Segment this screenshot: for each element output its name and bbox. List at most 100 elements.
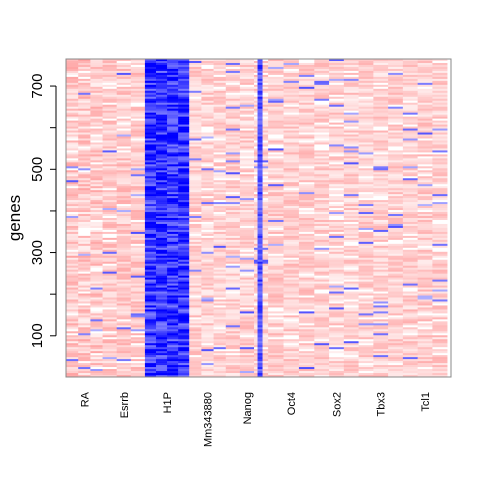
heatmap-cell bbox=[189, 373, 202, 376]
heatmap-cell bbox=[402, 317, 418, 320]
heatmap-cell bbox=[283, 174, 300, 177]
heatmap-cell bbox=[417, 144, 433, 147]
heatmap-cell bbox=[213, 361, 227, 364]
heatmap-cell bbox=[257, 345, 263, 348]
heatmap-cell bbox=[78, 96, 91, 100]
heatmap-cell bbox=[90, 289, 103, 292]
heatmap-cell bbox=[90, 104, 103, 107]
heatmap-cell bbox=[116, 216, 132, 219]
heatmap-cell bbox=[225, 355, 241, 358]
heatmap-cell bbox=[358, 206, 374, 209]
heatmap-cell bbox=[343, 363, 359, 366]
heatmap-cell bbox=[298, 216, 315, 219]
heatmap-cell bbox=[314, 172, 330, 175]
heatmap-cell bbox=[155, 321, 168, 324]
heatmap-cell bbox=[373, 345, 389, 348]
heatmap-cell bbox=[130, 106, 146, 109]
heatmap-cell bbox=[239, 301, 255, 304]
heatmap-cell bbox=[314, 108, 330, 111]
heatmap-cell bbox=[213, 210, 227, 213]
heatmap-cell bbox=[66, 289, 79, 292]
heatmap-cell bbox=[78, 321, 91, 324]
heatmap-cell bbox=[78, 196, 91, 199]
heatmap-cell bbox=[283, 263, 300, 266]
heatmap-cell bbox=[283, 198, 300, 201]
heatmap-cell bbox=[167, 279, 179, 282]
heatmap-cell bbox=[298, 221, 315, 225]
heatmap-cell bbox=[144, 311, 157, 314]
heatmap-cell bbox=[417, 227, 433, 231]
heatmap-cell bbox=[257, 104, 263, 107]
heatmap-cell bbox=[167, 152, 179, 155]
heatmap-cell bbox=[268, 287, 284, 290]
heatmap-cell bbox=[66, 257, 79, 261]
heatmap-cell bbox=[225, 180, 241, 183]
heatmap-cell bbox=[314, 146, 330, 149]
heatmap-cell bbox=[283, 243, 300, 247]
heatmap-cell bbox=[155, 333, 168, 336]
heatmap-cell bbox=[257, 70, 263, 74]
heatmap-cell bbox=[201, 178, 214, 181]
heatmap-cell bbox=[155, 100, 168, 104]
heatmap-cell bbox=[102, 315, 117, 318]
heatmap-cell bbox=[201, 88, 214, 92]
heatmap-cell bbox=[116, 112, 132, 115]
heatmap-cell bbox=[102, 150, 117, 153]
heatmap-cell bbox=[90, 287, 103, 290]
heatmap-cell bbox=[144, 202, 157, 205]
heatmap-cell bbox=[189, 307, 202, 310]
heatmap-cell bbox=[225, 235, 241, 239]
heatmap-cell bbox=[388, 241, 404, 245]
heatmap-cell bbox=[298, 343, 315, 346]
heatmap-cell bbox=[90, 62, 103, 66]
heatmap-cell bbox=[155, 60, 168, 64]
heatmap-cell bbox=[373, 60, 389, 64]
heatmap-cell bbox=[130, 126, 146, 129]
heatmap-cell bbox=[329, 291, 345, 294]
heatmap-cell bbox=[213, 204, 227, 207]
heatmap-cell bbox=[130, 305, 146, 308]
heatmap-cell bbox=[78, 180, 91, 183]
heatmap-cell bbox=[268, 78, 284, 82]
heatmap-cell bbox=[201, 305, 214, 308]
heatmap-cell bbox=[257, 90, 263, 94]
heatmap-cell bbox=[178, 285, 190, 288]
heatmap-cell bbox=[239, 335, 255, 338]
heatmap-cell bbox=[358, 287, 374, 290]
heatmap-cell bbox=[78, 245, 91, 249]
heatmap-cell bbox=[225, 144, 241, 147]
heatmap-cell bbox=[239, 196, 255, 199]
heatmap-cell bbox=[225, 269, 241, 272]
heatmap-cell bbox=[189, 337, 202, 340]
heatmap-cell bbox=[268, 321, 284, 324]
heatmap-cell bbox=[417, 269, 433, 272]
heatmap-cell bbox=[358, 100, 374, 104]
heatmap-cell bbox=[90, 241, 103, 245]
heatmap-cell bbox=[388, 365, 404, 368]
heatmap-cell bbox=[213, 144, 227, 147]
heatmap-cell bbox=[116, 235, 132, 239]
heatmap-cell bbox=[167, 319, 179, 322]
heatmap-cell bbox=[155, 78, 168, 82]
heatmap-cell bbox=[298, 273, 315, 276]
heatmap-cell bbox=[130, 80, 146, 84]
heatmap-cell bbox=[116, 212, 132, 215]
heatmap-cell bbox=[314, 126, 330, 129]
heatmap-cell bbox=[102, 241, 117, 245]
heatmap-cell bbox=[343, 196, 359, 199]
heatmap-cell bbox=[90, 138, 103, 141]
heatmap-cell bbox=[268, 146, 284, 149]
heatmap-cell bbox=[102, 365, 117, 368]
heatmap-cell bbox=[358, 361, 374, 364]
heatmap-cell bbox=[167, 325, 179, 328]
heatmap-cell bbox=[189, 231, 202, 235]
heatmap-cell bbox=[102, 110, 117, 113]
heatmap-cell bbox=[402, 128, 418, 131]
heatmap-cell bbox=[130, 86, 146, 90]
heatmap-cell bbox=[343, 267, 359, 270]
heatmap-cell bbox=[268, 196, 284, 199]
heatmap-cell bbox=[213, 281, 227, 284]
heatmap-cell bbox=[102, 62, 117, 66]
heatmap-cell bbox=[257, 359, 263, 362]
heatmap-cell bbox=[167, 311, 179, 314]
